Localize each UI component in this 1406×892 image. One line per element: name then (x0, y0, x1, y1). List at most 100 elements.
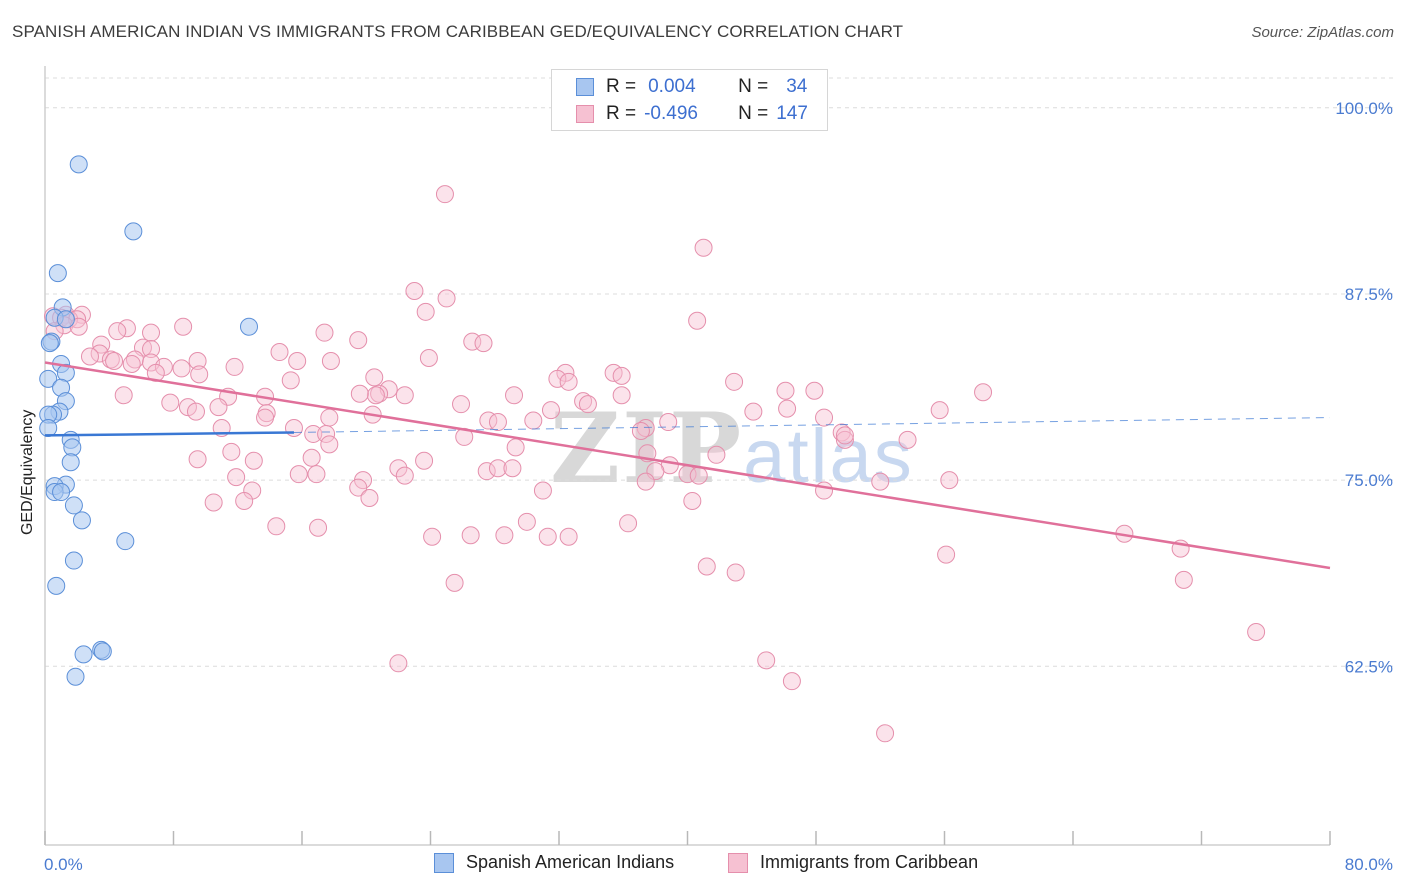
spanish-american-indian-point (64, 551, 83, 570)
caribbean-point (659, 413, 678, 432)
y-tick-label: 87.5% (1345, 285, 1393, 304)
caribbean-point (142, 340, 161, 359)
spanish-american-indian-point (48, 264, 67, 283)
caribbean-point (416, 302, 435, 321)
caribbean-point (559, 527, 578, 546)
chart-title: SPANISH AMERICAN INDIAN VS IMMIGRANTS FR… (12, 22, 904, 41)
caribbean-point (389, 459, 408, 478)
caribbean-point (405, 281, 424, 300)
caribbean-point (122, 354, 141, 373)
legend-swatch-pink (728, 852, 748, 873)
spanish-american-indian-point (74, 645, 93, 664)
caribbean-point (108, 322, 127, 341)
trend-line-blue-solid (44, 431, 294, 437)
caribbean-point (222, 442, 241, 461)
caribbean-point (101, 350, 120, 369)
caribbean-point (636, 472, 655, 491)
caribbean-point (778, 399, 797, 418)
legend-n-label: N = (738, 76, 769, 97)
caribbean-point (1247, 623, 1266, 642)
caribbean-point (320, 435, 339, 454)
spanish-american-indian-point (61, 453, 80, 472)
caribbean-point (267, 517, 286, 536)
caribbean-point (541, 401, 560, 420)
spanish-american-indian-point (56, 310, 75, 329)
y-tick-label: 75.0% (1345, 471, 1393, 490)
caribbean-point (503, 459, 522, 478)
caribbean-point (940, 471, 959, 490)
caribbean-point (1174, 570, 1193, 589)
tick-labels: 100.0% 87.5% 75.0% 62.5% 0.0% 80.0% (44, 99, 1393, 874)
caribbean-point (815, 408, 834, 427)
legend-label-spanish-american-indians: Spanish American Indians (466, 852, 675, 872)
caribbean-point (307, 465, 326, 484)
caribbean-point (744, 402, 763, 421)
caribbean-point (419, 348, 438, 367)
watermark-atlas: atlas (743, 414, 914, 499)
spanish-american-indian-point (116, 532, 135, 551)
legend-row-blue: R = 0.004 N = 34 (576, 75, 807, 99)
caribbean-point (757, 651, 776, 670)
caribbean-point (835, 430, 854, 449)
caribbean-point (898, 430, 917, 449)
caribbean-point (435, 185, 454, 204)
legend-r-label: R = (606, 76, 637, 97)
caribbean-point (349, 478, 368, 497)
caribbean-point (244, 451, 263, 470)
caribbean-point (80, 347, 99, 366)
legend-n-value: 34 (786, 76, 808, 97)
caribbean-point (172, 359, 191, 378)
caribbean-point (538, 527, 557, 546)
caribbean-point (437, 289, 456, 308)
spanish-american-indian-point (72, 511, 91, 530)
caribbean-point (776, 381, 795, 400)
x-tick-label: 0.0% (44, 855, 83, 874)
caribbean-point (683, 491, 702, 510)
caribbean-point (415, 451, 434, 470)
caribbean-point (349, 331, 368, 350)
legend-row-pink: R = -0.496 N = 147 (576, 102, 808, 126)
legend-n-label: N = (738, 103, 769, 124)
caribbean-point (488, 413, 507, 432)
caribbean-point (479, 411, 498, 430)
caribbean-point (90, 344, 109, 363)
caribbean-point (309, 518, 328, 537)
caribbean-point (186, 402, 205, 421)
legend-swatch-blue (434, 852, 454, 873)
caribbean-point (281, 371, 300, 390)
caribbean-point (619, 514, 638, 533)
caribbean-point (389, 654, 408, 673)
caribbean-point (114, 386, 133, 405)
caribbean-point (694, 238, 713, 257)
spanish-american-indian-point (63, 438, 82, 457)
caribbean-point (395, 466, 414, 485)
caribbean-point (974, 383, 993, 402)
caribbean-point (256, 408, 275, 427)
caribbean-point (726, 563, 745, 582)
caribbean-point (697, 557, 716, 576)
caribbean-point (370, 384, 389, 403)
caribbean-point (517, 512, 536, 531)
caribbean-point (317, 424, 336, 443)
caribbean-point (689, 466, 708, 485)
caribbean-point (315, 323, 334, 342)
caribbean-point (495, 526, 514, 545)
legend-r-value: -0.496 (644, 103, 698, 124)
spanish-american-indian-point (52, 483, 71, 502)
caribbean-point (548, 369, 567, 388)
axes (44, 66, 1331, 846)
caribbean-point (142, 323, 161, 342)
caribbean-point (452, 395, 471, 414)
caribbean-point (477, 462, 496, 481)
caribbean-point (506, 438, 525, 457)
legend-item-immigrants-caribbean: Immigrants from Caribbean (728, 852, 978, 873)
caribbean-point (815, 481, 834, 500)
caribbean-point (105, 351, 124, 370)
legend-r-label: R = (606, 103, 637, 124)
caribbean-point (161, 393, 180, 412)
legend-n-value: 147 (776, 103, 808, 124)
legend-label-immigrants-caribbean: Immigrants from Caribbean (760, 852, 979, 872)
spanish-american-indian-point (93, 642, 112, 661)
caribbean-point (92, 335, 111, 354)
trend-line-pink (44, 361, 1331, 570)
